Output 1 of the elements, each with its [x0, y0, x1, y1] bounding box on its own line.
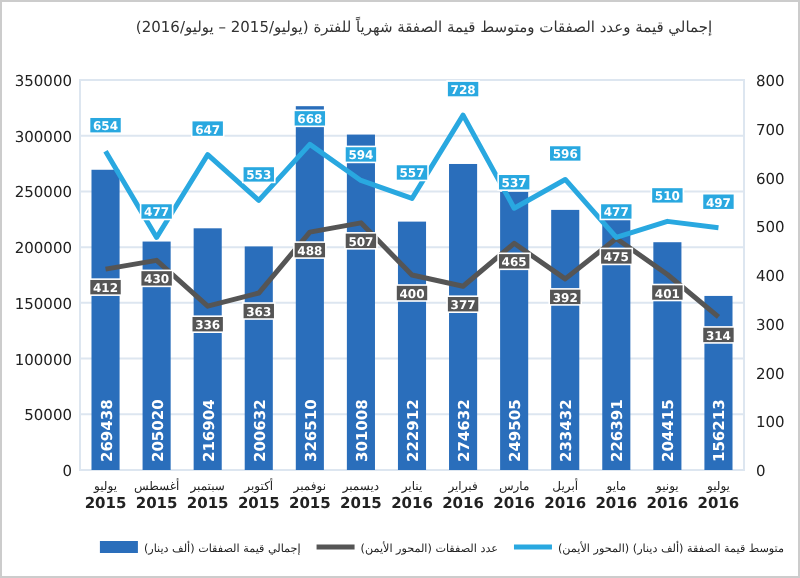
bar: [91, 169, 120, 470]
